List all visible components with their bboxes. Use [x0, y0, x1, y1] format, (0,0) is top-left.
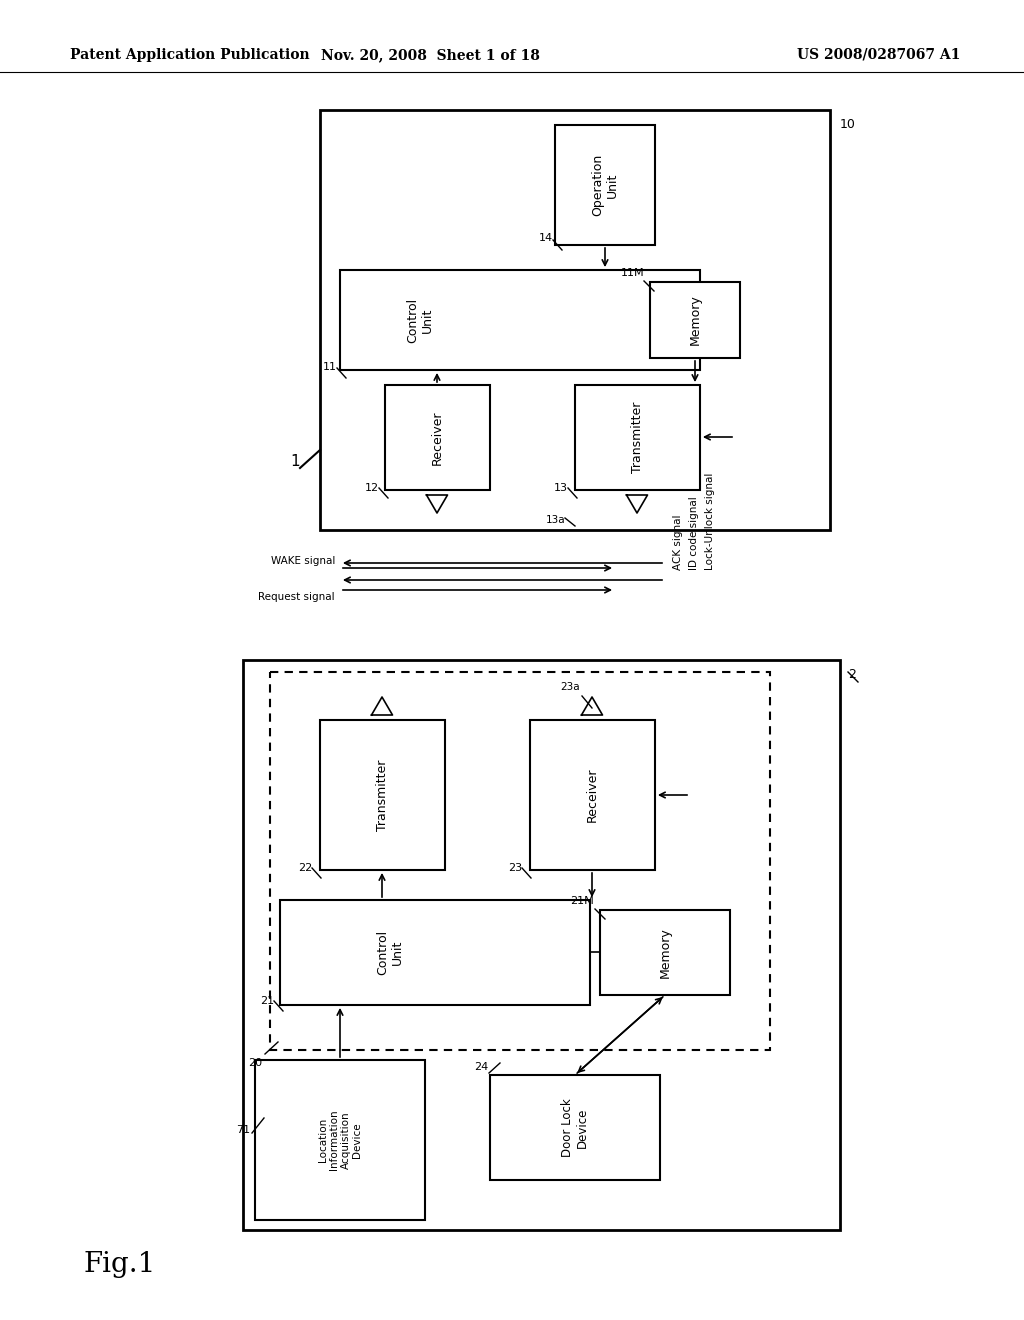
- Text: US 2008/0287067 A1: US 2008/0287067 A1: [797, 48, 961, 62]
- Text: 24: 24: [474, 1063, 488, 1072]
- Bar: [319, 719, 445, 870]
- Text: Memory: Memory: [658, 927, 672, 978]
- Text: Fig.1: Fig.1: [84, 1251, 157, 1279]
- Text: Control
Unit: Control Unit: [376, 929, 404, 975]
- Text: Nov. 20, 2008  Sheet 1 of 18: Nov. 20, 2008 Sheet 1 of 18: [321, 48, 540, 62]
- Text: Memory: Memory: [688, 294, 701, 346]
- Text: Door Lock
Device: Door Lock Device: [561, 1098, 589, 1156]
- Text: 21: 21: [260, 997, 274, 1006]
- Bar: [600, 909, 730, 995]
- Text: 2: 2: [848, 668, 856, 681]
- Text: 21M: 21M: [570, 896, 594, 906]
- Text: Receiver: Receiver: [431, 411, 444, 465]
- Text: 71: 71: [236, 1125, 250, 1135]
- Bar: [255, 1060, 425, 1220]
- Bar: [650, 282, 740, 358]
- Text: 20: 20: [248, 1059, 262, 1068]
- Bar: [270, 672, 770, 1049]
- Bar: [243, 660, 840, 1230]
- Text: 11: 11: [323, 362, 337, 372]
- Text: Transmitter: Transmitter: [631, 401, 644, 473]
- Text: 13: 13: [554, 483, 568, 492]
- Text: 23a: 23a: [560, 682, 580, 692]
- Text: Patent Application Publication: Patent Application Publication: [70, 48, 309, 62]
- Bar: [280, 900, 590, 1005]
- Text: 11M: 11M: [621, 268, 644, 279]
- Text: 1: 1: [290, 454, 300, 470]
- Text: 23: 23: [508, 863, 522, 873]
- Bar: [555, 125, 655, 246]
- Text: Operation
Unit: Operation Unit: [591, 154, 618, 216]
- Bar: [319, 110, 830, 531]
- Text: Lock-Unlock signal: Lock-Unlock signal: [705, 473, 715, 570]
- Text: Request signal: Request signal: [258, 591, 335, 602]
- Text: 13a: 13a: [546, 515, 565, 525]
- Bar: [490, 1074, 660, 1180]
- Bar: [575, 385, 700, 490]
- Text: Location
Information
Acquisition
Device: Location Information Acquisition Device: [317, 1110, 362, 1171]
- Text: WAKE signal: WAKE signal: [270, 556, 335, 566]
- Text: ID code signal: ID code signal: [689, 496, 699, 570]
- Text: 14: 14: [539, 234, 553, 243]
- Bar: [385, 385, 490, 490]
- Bar: [530, 719, 655, 870]
- Text: Transmitter: Transmitter: [376, 759, 389, 830]
- Text: Receiver: Receiver: [586, 768, 599, 822]
- Bar: [340, 271, 700, 370]
- Text: 12: 12: [365, 483, 379, 492]
- Text: 10: 10: [840, 117, 856, 131]
- Text: ACK signal: ACK signal: [673, 515, 683, 570]
- Text: Control
Unit: Control Unit: [406, 297, 434, 343]
- Text: 22: 22: [298, 863, 312, 873]
